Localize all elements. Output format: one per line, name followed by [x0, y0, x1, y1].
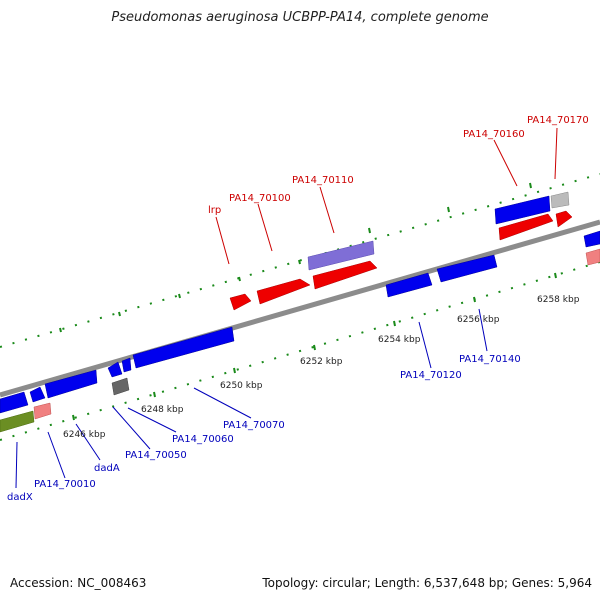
gene-label-pa14-70050[interactable]: PA14_70050: [125, 450, 187, 461]
bottom-major-ticks: [72, 272, 557, 421]
gene-arrow-pa14-70120[interactable]: [385, 272, 433, 298]
scale-label: 6254 kbp: [378, 335, 421, 345]
gene-label-pa14-70100[interactable]: PA14_70100: [229, 193, 291, 204]
bottom-tick-track: [0, 261, 600, 441]
top-tick-track: [0, 173, 600, 348]
top-gene-labels: lrp PA14_70100 PA14_70110 PA14_70160 PA1…: [208, 115, 589, 216]
gene-arrow-pa14-70060[interactable]: [107, 361, 123, 378]
gene-arrow-pa14-70070-small[interactable]: [121, 357, 132, 373]
genome-summary-text: Topology: circular; Length: 6,537,648 bp…: [262, 576, 592, 590]
map-title: Pseudomonas aeruginosa UCBPP-PA14, compl…: [111, 10, 489, 25]
gene-box-pa14-70110[interactable]: [307, 240, 375, 271]
gene-arrow-lrp[interactable]: [229, 293, 252, 311]
gene-box-pa14-70010[interactable]: [33, 402, 52, 420]
top-major-ticks: [59, 182, 532, 333]
gene-label-lrp[interactable]: lrp: [208, 205, 221, 216]
scale-label: 6258 kbp: [537, 295, 580, 305]
scale-labels: 6246 kbp 6248 kbp 6250 kbp 6252 kbp 6254…: [63, 295, 580, 440]
bottom-strand-genes: [0, 230, 600, 433]
gene-label-pa14-70010[interactable]: PA14_70010: [34, 479, 96, 490]
gene-label-pa14-70170[interactable]: PA14_70170: [527, 115, 589, 126]
gene-box-dadx[interactable]: [0, 410, 35, 433]
scale-label: 6250 kbp: [220, 381, 263, 391]
gene-arrow-pa14-70170-red[interactable]: [555, 210, 573, 228]
bottom-tick-dots: [0, 261, 600, 441]
gene-arrow-pa14-70070[interactable]: [132, 326, 235, 369]
gene-label-pa14-70060[interactable]: PA14_70060: [172, 434, 234, 445]
gene-arrow-pa14-70100[interactable]: [256, 278, 311, 305]
gene-box-pa14-70160[interactable]: [494, 195, 551, 225]
gene-arrow-pa14-70140[interactable]: [436, 254, 498, 283]
gene-arrow-pa14-70110-red[interactable]: [312, 260, 378, 290]
gene-label-dada[interactable]: dadA: [94, 463, 120, 474]
gene-label-pa14-70160[interactable]: PA14_70160: [463, 129, 525, 140]
bottom-label-leaders: [15, 308, 488, 489]
top-strand-genes: [229, 191, 573, 311]
top-label-leaders: [215, 127, 558, 265]
gene-box-pa14-70050[interactable]: [111, 377, 130, 396]
gene-box-right-edge[interactable]: [585, 248, 600, 266]
scale-label: 6256 kbp: [457, 315, 500, 325]
accession-text: Accession: NC_008463: [10, 576, 147, 590]
gene-label-pa14-70110[interactable]: PA14_70110: [292, 175, 354, 186]
scale-label: 6252 kbp: [300, 357, 343, 367]
scale-label: 6246 kbp: [63, 430, 106, 440]
gene-arrow-right-edge[interactable]: [583, 230, 600, 248]
scale-label: 6248 kbp: [141, 405, 184, 415]
gene-arrow-pa14-70160-red[interactable]: [498, 213, 554, 241]
gene-label-pa14-70120[interactable]: PA14_70120: [400, 370, 462, 381]
gene-label-dadx[interactable]: dadX: [7, 492, 33, 503]
gene-label-pa14-70070[interactable]: PA14_70070: [223, 420, 285, 431]
genome-backbone: [0, 219, 600, 398]
gene-box-pa14-70170[interactable]: [550, 191, 570, 209]
gene-arrow-dada[interactable]: [29, 386, 46, 403]
gene-arrow-left-edge[interactable]: [0, 391, 29, 414]
gene-label-pa14-70140[interactable]: PA14_70140: [459, 354, 521, 365]
gene-arrow-pa14-70050-blue[interactable]: [44, 369, 98, 399]
bottom-gene-labels: dadX PA14_70010 dadA PA14_70050 PA14_700…: [7, 354, 521, 503]
